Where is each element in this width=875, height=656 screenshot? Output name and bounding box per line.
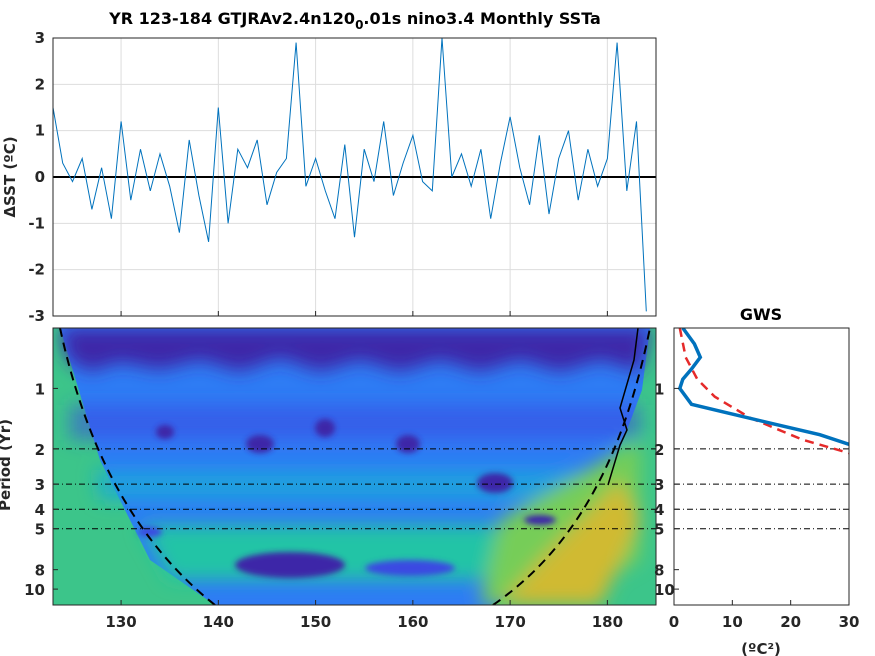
cone-of-influence-right — [492, 328, 651, 605]
wavelet-ylabel: Period (Yr) — [0, 419, 14, 511]
wavelet-power-image — [53, 328, 656, 605]
y-tick-label: 8 — [35, 562, 45, 580]
y-tick-label: 2 — [35, 75, 45, 93]
y-tick-label: 2 — [35, 441, 45, 459]
y-tick-label: 1 — [35, 380, 45, 398]
y-tick-label: 10 — [24, 581, 45, 599]
low-power-blob — [138, 527, 162, 537]
low-power-blob — [365, 560, 455, 576]
low-power-blob — [156, 425, 174, 439]
gws-title: GWS — [740, 305, 782, 324]
gws-plot-area — [674, 328, 849, 605]
low-power-blob — [315, 419, 335, 437]
reference-period-lines — [53, 448, 656, 530]
cone-of-influence-left — [59, 328, 216, 605]
timeseries-ticks: 3 2 1 0 -1 -2 -3 — [28, 29, 608, 325]
timeseries-panel: YR 123-184 GTJRAv2.4n1200.01s nino3.4 Mo… — [1, 9, 657, 325]
gws-significance-curve — [678, 328, 849, 455]
significance-contour — [607, 328, 639, 486]
mid-power-band — [70, 405, 640, 440]
y-tick-label: -1 — [28, 214, 45, 232]
y-tick-label: -3 — [28, 307, 45, 325]
y-tick-label: 3 — [35, 476, 45, 494]
gws-power-curve — [677, 328, 849, 447]
low-power-blob — [524, 515, 556, 525]
x-tick-label: 140 — [203, 613, 234, 631]
low-power-blob — [396, 435, 420, 453]
y-tick-label: 5 — [35, 521, 45, 539]
y-tick-label: 1 — [35, 122, 45, 140]
y-tick-label: 2 — [654, 441, 664, 459]
x-tick-label: 160 — [397, 613, 428, 631]
x-tick-label: 150 — [300, 613, 331, 631]
sst-anomaly-series — [53, 38, 647, 312]
x-tick-label: 20 — [780, 613, 801, 631]
x-tick-label: 180 — [592, 613, 623, 631]
y-tick-label: 1 — [654, 380, 664, 398]
low-power-blob — [235, 552, 345, 578]
timeseries-title: YR 123-184 GTJRAv2.4n1200.01s nino3.4 Mo… — [108, 9, 601, 32]
y-tick-label: 8 — [654, 562, 664, 580]
wavelet-frame — [52, 327, 657, 606]
x-tick-label: 0 — [669, 613, 679, 631]
low-power-region — [60, 328, 650, 372]
x-tick-label: 170 — [494, 613, 525, 631]
wavelet-ticks: 130 140 150 160 170 180 1 2 3 4 5 810 — [24, 380, 623, 631]
y-tick-label: -2 — [28, 261, 45, 279]
timeseries-frame — [52, 37, 657, 317]
peak-power-edge — [500, 480, 640, 605]
y-tick-label: 10 — [654, 581, 675, 599]
gws-xlabel: (ºC²) — [741, 640, 781, 656]
y-tick-label: 4 — [654, 501, 664, 519]
timeseries-ylabel: ΔSST (ºC) — [1, 136, 19, 217]
x-tick-label: 10 — [722, 613, 743, 631]
interannual-power-band — [95, 470, 600, 500]
y-tick-label: 3 — [654, 476, 664, 494]
wavelet-panel: Period (Yr) — [0, 327, 657, 631]
y-tick-label: 4 — [35, 501, 45, 519]
x-tick-label: 130 — [105, 613, 136, 631]
gws-frame — [673, 327, 850, 606]
x-tick-label: 30 — [839, 613, 860, 631]
low-power-blob — [477, 473, 513, 493]
low-power-blob — [246, 435, 274, 453]
y-tick-label: 5 — [654, 521, 664, 539]
y-tick-label: 0 — [35, 168, 45, 186]
y-tick-label: 3 — [35, 29, 45, 47]
gws-reference-lines — [674, 448, 849, 530]
